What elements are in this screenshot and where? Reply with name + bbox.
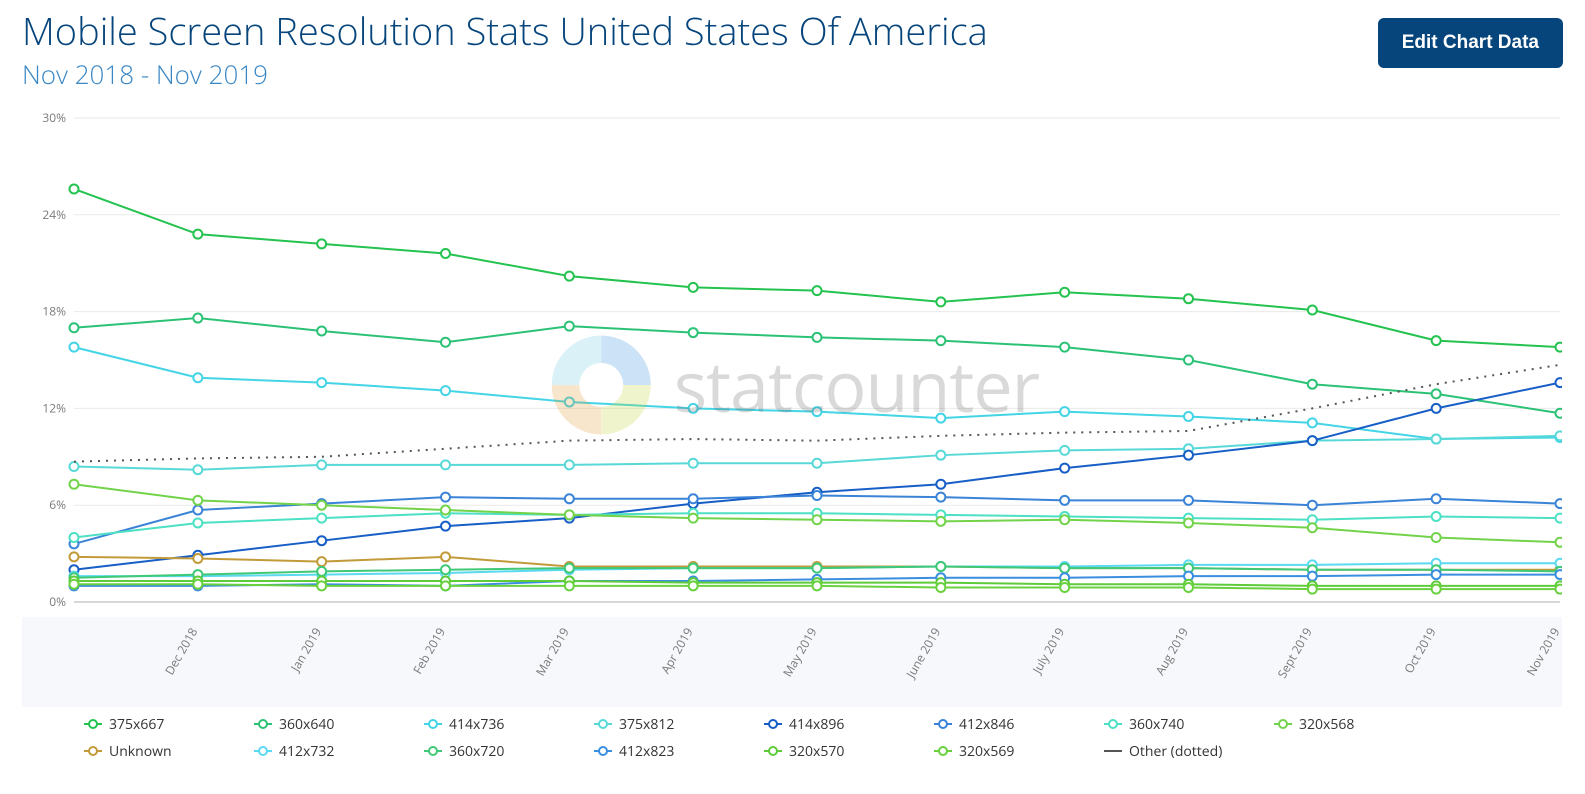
legend-label: Other (dotted)	[1129, 742, 1222, 761]
legend-label: 412x846	[959, 715, 1014, 734]
svg-text:18%: 18%	[42, 302, 66, 319]
legend-item[interactable]: 414x896	[764, 715, 934, 734]
legend-swatch-icon	[84, 746, 102, 756]
legend-item[interactable]: 320x569	[934, 742, 1104, 761]
legend-item[interactable]: 414x736	[424, 715, 594, 734]
legend-label: 412x823	[619, 742, 674, 761]
legend-item[interactable]: Unknown	[84, 742, 254, 761]
legend-swatch-icon	[594, 746, 612, 756]
legend-swatch-icon	[764, 719, 782, 729]
legend: 375x667 360x640 414x736 375x812 414x896 412x8…	[22, 715, 1563, 761]
legend-label: 360x640	[279, 715, 334, 734]
legend-swatch-icon	[84, 719, 102, 729]
chart-area: statcounter 0%6%12%18%24%30% Dec 2018Jan…	[22, 112, 1563, 707]
svg-text:24%: 24%	[42, 205, 66, 222]
legend-item[interactable]: 320x570	[764, 742, 934, 761]
legend-label: 414x736	[449, 715, 504, 734]
svg-text:6%: 6%	[49, 496, 66, 513]
legend-swatch-icon	[1274, 719, 1292, 729]
edit-chart-data-button[interactable]: Edit Chart Data	[1378, 18, 1563, 68]
legend-label: 320x568	[1299, 715, 1354, 734]
legend-swatch-icon	[1104, 719, 1122, 729]
title-block: Mobile Screen Resolution Stats United St…	[22, 10, 988, 92]
legend-swatch-icon	[424, 746, 442, 756]
legend-label: 360x740	[1129, 715, 1184, 734]
legend-swatch-icon	[1104, 746, 1122, 756]
legend-label: 375x667	[109, 715, 164, 734]
legend-item[interactable]: 360x740	[1104, 715, 1274, 734]
legend-swatch-icon	[934, 746, 952, 756]
legend-item[interactable]: 320x568	[1274, 715, 1444, 734]
legend-label: 360x720	[449, 742, 504, 761]
legend-label: Unknown	[109, 742, 172, 761]
legend-item[interactable]: 360x720	[424, 742, 594, 761]
legend-item[interactable]: 412x846	[934, 715, 1104, 734]
legend-swatch-icon	[254, 719, 272, 729]
legend-item[interactable]: Other (dotted)	[1104, 742, 1274, 761]
x-axis: Dec 2018Jan 2019Feb 2019Mar 2019Apr 2019…	[22, 617, 1562, 707]
header: Mobile Screen Resolution Stats United St…	[22, 10, 1563, 92]
legend-label: 414x896	[789, 715, 844, 734]
legend-swatch-icon	[764, 746, 782, 756]
svg-text:0%: 0%	[49, 593, 66, 610]
legend-item[interactable]: 375x667	[84, 715, 254, 734]
page-title: Mobile Screen Resolution Stats United St…	[22, 10, 988, 54]
page-subtitle: Nov 2018 - Nov 2019	[22, 56, 988, 92]
legend-item[interactable]: 375x812	[594, 715, 764, 734]
legend-swatch-icon	[424, 719, 442, 729]
legend-label: 375x812	[619, 715, 674, 734]
legend-item[interactable]: 360x640	[254, 715, 424, 734]
legend-item[interactable]: 412x823	[594, 742, 764, 761]
svg-text:12%: 12%	[42, 399, 66, 416]
legend-swatch-icon	[254, 746, 272, 756]
svg-text:30%: 30%	[42, 112, 66, 126]
line-chart[interactable]: 0% 6% 12% 18% 24% 30%	[22, 112, 1562, 612]
page-container: Mobile Screen Resolution Stats United St…	[0, 0, 1585, 794]
legend-label: 320x569	[959, 742, 1014, 761]
legend-label: 412x732	[279, 742, 334, 761]
legend-swatch-icon	[594, 719, 612, 729]
legend-item[interactable]: 412x732	[254, 742, 424, 761]
legend-swatch-icon	[934, 719, 952, 729]
legend-label: 320x570	[789, 742, 844, 761]
